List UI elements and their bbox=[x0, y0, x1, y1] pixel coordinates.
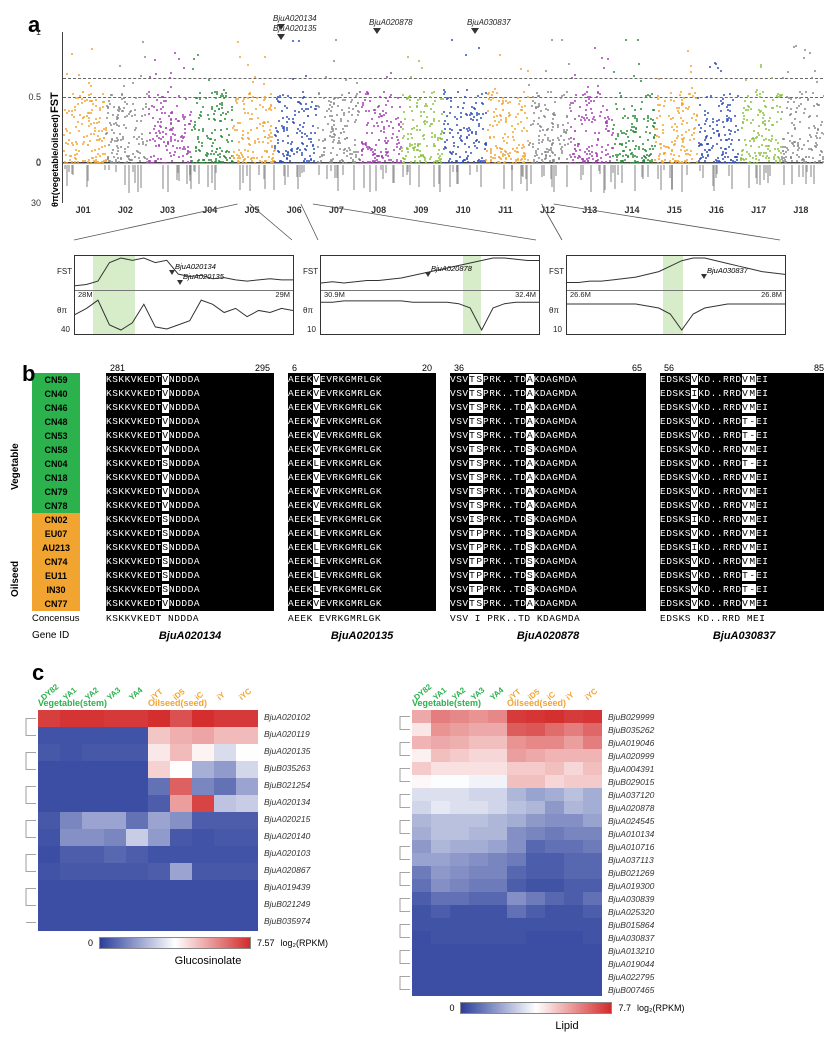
panel-b: b Vegetable Oilseed 28129562036655685CN5… bbox=[28, 363, 796, 642]
panel-a: a FST 00.51 BjuA020134BjuA020135BjuA0208… bbox=[34, 18, 802, 335]
vegetable-group-label: Vegetable bbox=[10, 443, 21, 490]
manhattan-plot: FST 00.51 BjuA020134BjuA020135BjuA020878… bbox=[62, 32, 823, 163]
zoom-panel: FSTθπ4028M29MBjuA020134BjuA020135 bbox=[74, 255, 294, 335]
zoom-panel: FSTθπ1026.6M26.8MBjuA030837 bbox=[566, 255, 786, 335]
heatmap-glucosinolate: DY82YA1YA2YA3YA4iYTiD5iCiYiYCVegetable(s… bbox=[38, 666, 378, 1032]
panel-b-label: b bbox=[22, 361, 35, 387]
figure-page: a FST 00.51 BjuA020134BjuA020135BjuA0208… bbox=[0, 0, 824, 1062]
zoom-panels-row: FSTθπ4028M29MBjuA020134BjuA020135 FSTθπ10… bbox=[74, 255, 802, 335]
panel-c: c DY82YA1YA2YA3YA4iYTiD5iCiYiYCVegetable… bbox=[38, 666, 796, 1032]
alignments-grid: 28129562036655685CN59CN40CN46CN48CN53CN5… bbox=[32, 363, 796, 642]
fst-axis-label: FST bbox=[49, 92, 61, 113]
zoom-panel: FSTθπ1030.9M32.4MBjuA020878 bbox=[320, 255, 540, 335]
oilseed-group-label: Oilseed bbox=[10, 561, 21, 597]
heatmap-lipid: DY82YA1YA2YA3YA4iYTiD5iCiYiYCVegetable(s… bbox=[412, 666, 722, 1032]
